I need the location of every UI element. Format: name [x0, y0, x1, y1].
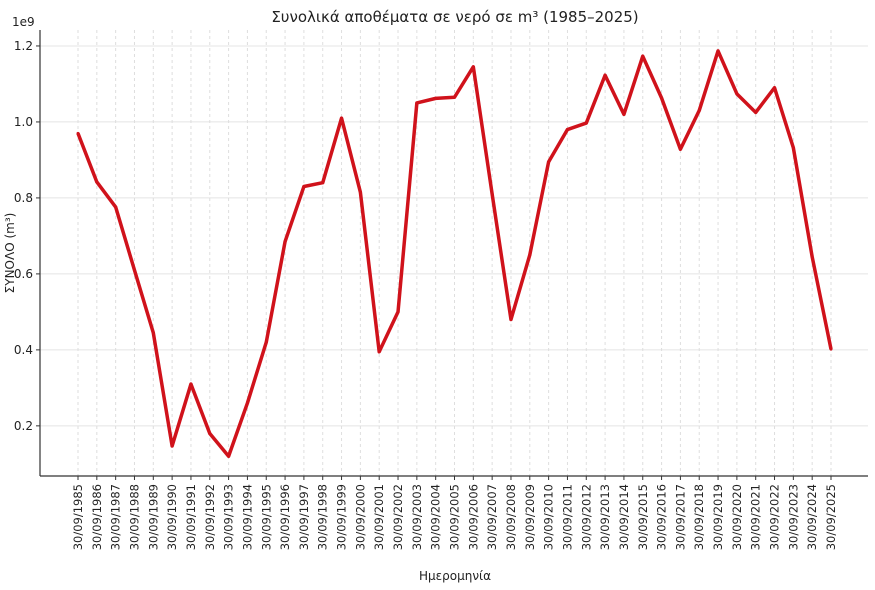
y-tick-label: 1.0	[14, 115, 33, 129]
y-tick-label: 0.6	[14, 267, 33, 281]
data-point	[509, 317, 513, 321]
data-point	[528, 253, 532, 257]
data-point	[377, 350, 381, 354]
x-tick-label: 30/09/1991	[184, 484, 198, 550]
x-tick-label: 30/09/2009	[523, 484, 537, 550]
x-tick-label: 30/09/2021	[749, 484, 763, 550]
y-tick-label: 1.2	[14, 39, 33, 53]
x-tick-label: 30/09/1998	[316, 484, 330, 550]
data-point	[283, 240, 287, 244]
x-tick-label: 30/09/2024	[805, 484, 819, 550]
data-point	[151, 331, 155, 335]
data-point	[622, 112, 626, 116]
x-tick-label: 30/09/2016	[655, 484, 669, 550]
data-point	[791, 146, 795, 150]
data-point	[245, 401, 249, 405]
data-point	[358, 190, 362, 194]
data-point	[754, 110, 758, 114]
x-tick-label: 30/09/1992	[203, 484, 217, 550]
x-tick-label: 30/09/1999	[335, 484, 349, 550]
x-tick-label: 30/09/1988	[127, 484, 141, 550]
data-point	[208, 431, 212, 435]
x-tick-label: 30/09/1989	[146, 484, 160, 550]
data-point	[603, 73, 607, 77]
x-tick-label: 30/09/2010	[542, 484, 556, 550]
y-tick-label: 0.8	[14, 191, 33, 205]
data-point	[76, 131, 80, 135]
y-tick-label: 0.4	[14, 343, 33, 357]
x-tick-label: 30/09/2022	[768, 484, 782, 550]
y-ticks: 0.2 0.4 0.6 0.8 1.0 1.2	[14, 39, 40, 433]
x-tick-label: 30/09/2007	[485, 484, 499, 550]
x-tick-label: 30/09/2004	[429, 484, 443, 550]
x-tick-label: 30/09/2018	[692, 484, 706, 550]
data-point	[95, 180, 99, 184]
x-tick-label: 30/09/1997	[297, 484, 311, 550]
x-ticks: 30/09/1985 30/09/1986 30/09/1987 30/09/1988…	[71, 476, 838, 550]
data-point	[396, 310, 400, 314]
grid	[40, 30, 868, 476]
data-point	[697, 109, 701, 113]
data-point	[565, 128, 569, 132]
x-tick-label: 30/09/2008	[504, 484, 518, 550]
data-point	[641, 54, 645, 58]
x-tick-label: 30/09/1985	[71, 484, 85, 550]
x-tick-label: 30/09/2014	[617, 484, 631, 550]
y-axis-label: ΣΥΝΟΛΟ (m³)	[3, 213, 17, 294]
x-tick-label: 30/09/2023	[786, 484, 800, 550]
data-point	[471, 65, 475, 69]
data-point	[170, 444, 174, 448]
x-tick-label: 30/09/2015	[636, 484, 650, 550]
x-tick-label: 30/09/2025	[824, 484, 838, 550]
x-tick-label: 30/09/1995	[259, 484, 273, 550]
data-point	[547, 160, 551, 164]
series	[76, 49, 833, 458]
data-point	[716, 49, 720, 53]
data-point	[453, 95, 456, 99]
x-tick-label: 30/09/2020	[730, 484, 744, 550]
x-tick-label: 30/09/2017	[673, 484, 687, 550]
x-tick-label: 30/09/1994	[240, 484, 254, 550]
data-point	[660, 96, 664, 100]
x-tick-label: 30/09/2013	[598, 484, 612, 550]
x-tick-label: 30/09/2019	[711, 484, 725, 550]
y-tick-label: 0.2	[14, 419, 33, 433]
x-tick-label: 30/09/2005	[448, 484, 462, 550]
x-tick-label: 30/09/2003	[410, 484, 424, 550]
data-point	[264, 340, 268, 344]
x-tick-label: 30/09/1986	[90, 484, 104, 550]
x-tick-label: 30/09/1987	[109, 484, 123, 550]
x-tick-label: 30/09/1993	[222, 484, 236, 550]
x-tick-label: 30/09/2011	[560, 484, 574, 550]
data-point	[434, 96, 438, 100]
data-point	[114, 205, 118, 209]
data-point	[132, 268, 136, 272]
data-point	[490, 192, 494, 196]
data-point	[773, 86, 777, 90]
data-point	[415, 101, 419, 105]
data-point	[735, 92, 739, 96]
x-tick-label: 30/09/2006	[466, 484, 480, 550]
data-point	[227, 454, 231, 458]
x-tick-label: 30/09/1996	[278, 484, 292, 550]
x-tick-label: 30/09/2000	[353, 484, 367, 550]
data-point	[829, 347, 833, 351]
x-tick-label: 30/09/2001	[372, 484, 386, 550]
data-point	[678, 147, 682, 151]
chart-title: Συνολικά αποθέματα σε νερό σε m³ (1985–2…	[271, 8, 638, 26]
data-point	[321, 181, 325, 185]
data-point	[340, 116, 344, 120]
x-tick-label: 30/09/1990	[165, 484, 179, 550]
data-point	[810, 255, 814, 259]
x-tick-label: 30/09/2012	[579, 484, 593, 550]
data-point	[302, 185, 306, 189]
data-point	[189, 382, 193, 386]
data-point	[584, 121, 588, 125]
y-offset-label: 1e9	[12, 15, 35, 29]
x-tick-label: 30/09/2002	[391, 484, 405, 550]
x-axis-label: Ημερομηνία	[419, 569, 491, 583]
